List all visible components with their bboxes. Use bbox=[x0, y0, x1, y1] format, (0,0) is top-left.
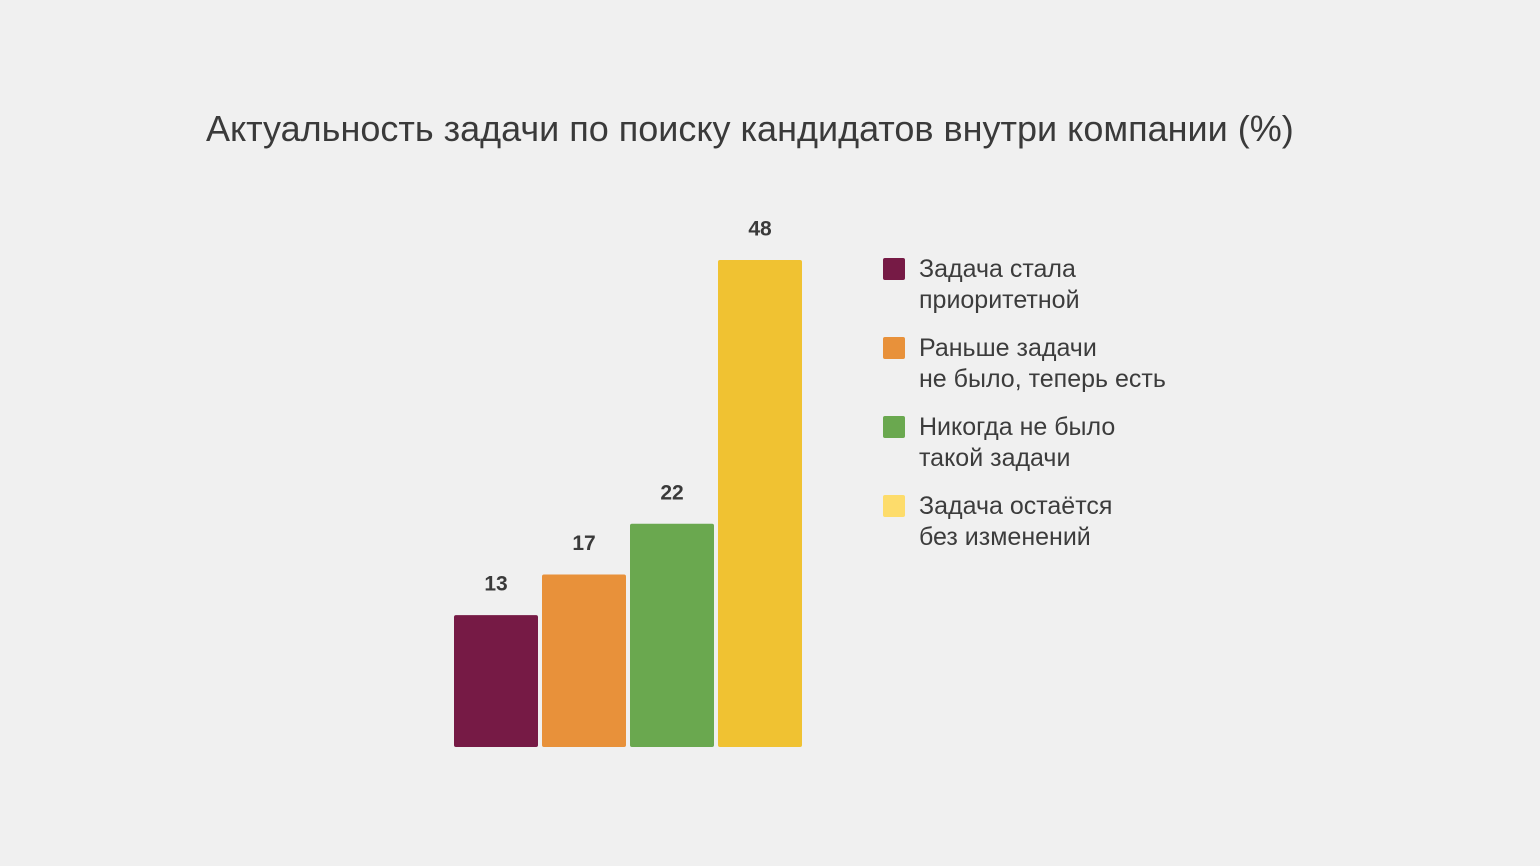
legend: Задача стала приоритетной Раньше задачи … bbox=[883, 254, 1166, 570]
legend-label-2: Раньше задачи не было, теперь есть bbox=[919, 334, 1166, 393]
bars-group bbox=[454, 260, 802, 747]
bar-3 bbox=[630, 523, 714, 747]
legend-swatch-1 bbox=[883, 258, 905, 280]
legend-swatch-2 bbox=[883, 337, 905, 359]
legend-label-3: Никогда не было такой задачи bbox=[919, 413, 1116, 472]
bar-label-3: 22 bbox=[660, 481, 683, 504]
bar-label-4: 48 bbox=[748, 218, 772, 241]
bar-1 bbox=[454, 615, 538, 747]
chart-title: Актуальность задачи по поиску кандидатов… bbox=[206, 108, 1294, 149]
bar-labels-group: 13 17 22 48 bbox=[484, 218, 772, 596]
bar-label-2: 17 bbox=[572, 532, 595, 555]
legend-swatch-4 bbox=[883, 495, 905, 517]
legend-item-2: Раньше задачи не было, теперь есть bbox=[883, 333, 1166, 412]
legend-swatch-3 bbox=[883, 416, 905, 438]
legend-item-1: Задача стала приоритетной bbox=[883, 254, 1166, 333]
legend-label-1: Задача стала приоритетной bbox=[919, 255, 1080, 314]
legend-item-3: Никогда не было такой задачи bbox=[883, 412, 1166, 491]
legend-label-4: Задача остаётся без изменений bbox=[919, 492, 1113, 551]
bar-label-1: 13 bbox=[484, 573, 507, 596]
bar-2 bbox=[542, 574, 626, 747]
bar-4 bbox=[718, 260, 802, 747]
legend-item-4: Задача остаётся без изменений bbox=[883, 491, 1166, 570]
